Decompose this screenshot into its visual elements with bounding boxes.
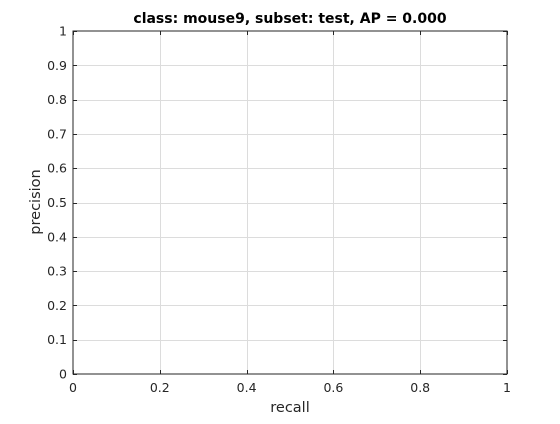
y-tick-label: 1: [59, 24, 67, 39]
x-tick-labels: 0 0.2 0.4 0.6 0.8 1: [69, 380, 511, 395]
plot-area: [73, 31, 507, 374]
x-tick-label: 1: [503, 380, 511, 395]
y-tick-label: 0.1: [47, 332, 67, 347]
y-tick-label: 0: [59, 367, 67, 382]
x-tick-label: 0.6: [323, 380, 343, 395]
y-tick-label: 0.3: [47, 264, 67, 279]
x-tick-label: 0.8: [410, 380, 430, 395]
x-tick-label: 0: [69, 380, 77, 395]
y-tick-label: 0.8: [47, 92, 67, 107]
plot-frame: [72, 30, 508, 375]
grid-lines: [73, 31, 507, 374]
x-axis-label: recall: [270, 400, 309, 416]
y-tick-label: 0.5: [47, 195, 67, 210]
y-tick-labels: 0 0.1 0.2 0.3 0.4 0.5 0.6 0.7 0.8 0.9 1: [47, 24, 67, 382]
y-tick-label: 0.9: [47, 58, 67, 73]
y-tick-label: 0.6: [47, 161, 67, 176]
x-tick-label: 0.4: [237, 380, 257, 395]
chart-title: class: mouse9, subset: test, AP = 0.000: [133, 11, 446, 27]
y-tick-label: 0.7: [47, 126, 67, 141]
y-tick-label: 0.4: [47, 229, 67, 244]
y-axis-label: precision: [28, 169, 44, 234]
axis-ticks: [73, 31, 508, 375]
y-tick-label: 0.2: [47, 298, 67, 313]
x-tick-label: 0.2: [150, 380, 170, 395]
